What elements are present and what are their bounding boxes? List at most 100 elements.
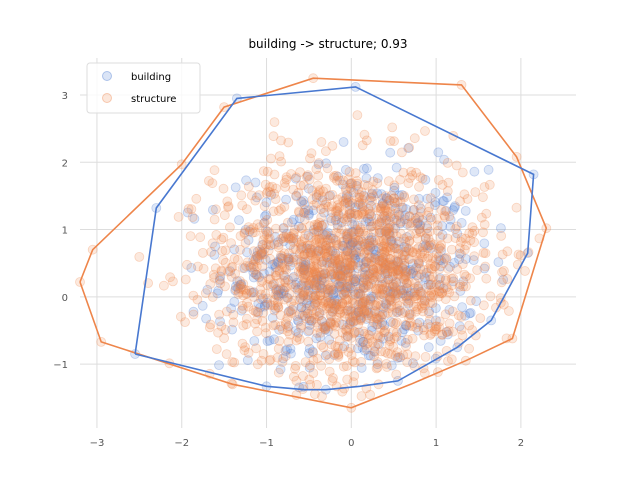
structure-point [324, 285, 335, 296]
structure-point [332, 223, 343, 233]
structure-point [390, 350, 401, 361]
structure-point [409, 133, 420, 144]
building-point [360, 262, 371, 273]
structure-point [424, 202, 435, 213]
building-point [397, 288, 408, 299]
structure-point [313, 158, 324, 168]
structure-point [235, 276, 245, 286]
structure-point [331, 285, 342, 296]
structure-point [396, 216, 407, 227]
structure-point [375, 272, 385, 283]
structure-point [337, 192, 348, 203]
structure-point [368, 239, 379, 250]
building-point [397, 189, 407, 200]
structure-point [358, 283, 369, 294]
structure-point [320, 287, 331, 298]
structure-point [429, 261, 440, 272]
structure-point [368, 191, 379, 202]
structure-point [330, 254, 341, 265]
structure-point [469, 237, 480, 248]
structure-point [286, 297, 297, 308]
structure-point [331, 240, 342, 251]
building-point [403, 143, 414, 154]
building-point [468, 255, 479, 266]
building-point [355, 283, 366, 294]
structure-point [392, 299, 403, 310]
structure-point [380, 325, 391, 336]
structure-point [401, 246, 412, 257]
structure-point [261, 188, 272, 199]
structure-point [340, 250, 351, 261]
structure-point [390, 255, 401, 266]
structure-point [327, 260, 338, 271]
building-point [401, 321, 412, 331]
structure-point [436, 240, 447, 250]
building-point [401, 291, 412, 302]
building-point [385, 147, 396, 158]
structure-point [441, 254, 452, 265]
building-point [287, 217, 297, 228]
structure-point [412, 304, 423, 315]
structure-point [329, 255, 340, 266]
structure-point [472, 265, 483, 276]
building-point [278, 270, 289, 281]
structure-point [362, 310, 373, 321]
building-point [382, 285, 393, 296]
structure-point [335, 228, 346, 239]
structure-point [371, 263, 382, 274]
building-point [290, 279, 301, 290]
building-point [311, 333, 322, 344]
structure-point [277, 284, 288, 295]
structure-point [303, 289, 314, 300]
building-point [370, 306, 381, 317]
structure-point [228, 309, 239, 320]
building-point [248, 272, 259, 283]
structure-point [459, 269, 470, 280]
structure-point [351, 175, 362, 186]
building-point [288, 252, 299, 263]
structure-point [478, 227, 488, 238]
structure-point [352, 110, 363, 120]
building-point [328, 288, 339, 299]
structure-point [388, 193, 399, 204]
structure-point [343, 191, 354, 202]
structure-point [387, 122, 398, 133]
building-point [333, 171, 343, 182]
structure-point [456, 311, 467, 322]
building-point [357, 297, 368, 308]
building-point [278, 222, 289, 233]
structure-point [158, 280, 169, 291]
building-point [369, 252, 380, 263]
structure-point [344, 324, 355, 335]
building-point [321, 229, 332, 240]
structure-point [332, 203, 343, 214]
structure-point [405, 218, 416, 229]
structure-point [326, 215, 337, 226]
structure-point [392, 270, 403, 281]
x-tick-label: 1 [433, 438, 439, 449]
structure-point [332, 265, 343, 275]
structure-point [383, 307, 394, 318]
building-point [296, 302, 307, 313]
structure-point [401, 283, 412, 293]
structure-point [432, 225, 443, 236]
structure-point [205, 279, 216, 289]
structure-point [315, 327, 326, 338]
building-point [419, 272, 430, 283]
structure-point [356, 313, 366, 324]
structure-point [419, 239, 430, 250]
building-point [327, 306, 338, 317]
structure-point [322, 163, 333, 174]
structure-point [366, 196, 377, 206]
structure-point [382, 362, 392, 372]
structure-point [350, 208, 361, 219]
structure-point [209, 214, 220, 225]
structure-point [311, 198, 322, 209]
building-point [387, 281, 398, 292]
structure-point [457, 259, 468, 270]
building-point [390, 203, 401, 214]
building-point [402, 266, 413, 277]
structure-point [371, 313, 382, 324]
structure-point [344, 205, 355, 216]
building-point [460, 254, 471, 264]
